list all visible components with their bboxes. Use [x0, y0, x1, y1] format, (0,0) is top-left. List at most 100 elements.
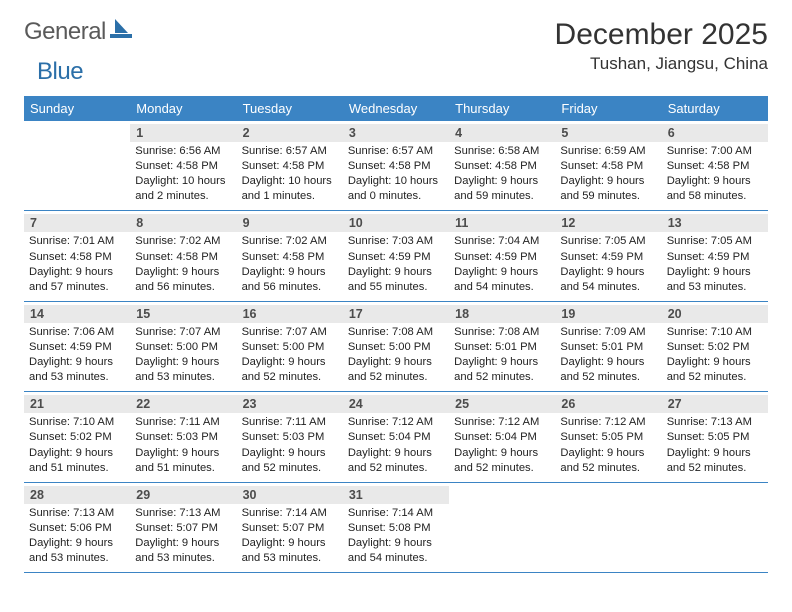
- sunset-line: Sunset: 4:58 PM: [242, 250, 338, 265]
- day-info: Sunrise: 7:01 AMSunset: 4:58 PMDaylight:…: [29, 234, 125, 294]
- sunset-line: Sunset: 5:03 PM: [135, 430, 231, 445]
- calendar-cell: 8Sunrise: 7:02 AMSunset: 4:58 PMDaylight…: [130, 211, 236, 300]
- sunset-line: Sunset: 4:59 PM: [348, 250, 444, 265]
- calendar-cell: 18Sunrise: 7:08 AMSunset: 5:01 PMDayligh…: [449, 302, 555, 391]
- daylight2-line: and 0 minutes.: [348, 189, 444, 204]
- day-number: 19: [555, 305, 661, 323]
- daylight1-line: Daylight: 9 hours: [667, 174, 763, 189]
- day-info: Sunrise: 6:56 AMSunset: 4:58 PMDaylight:…: [135, 144, 231, 204]
- day-number: 27: [662, 395, 768, 413]
- daylight1-line: Daylight: 9 hours: [667, 355, 763, 370]
- day-info: Sunrise: 7:11 AMSunset: 5:03 PMDaylight:…: [135, 415, 231, 475]
- daylight1-line: Daylight: 9 hours: [135, 446, 231, 461]
- calendar-cell: 2 Sunrise: 6:57 AMSunset: 4:58 PMDaylight…: [237, 121, 343, 210]
- daylight2-line: and 52 minutes.: [242, 461, 338, 476]
- sunrise-line: Sunrise: 7:05 AM: [560, 234, 656, 249]
- calendar-cell: 6Sunrise: 7:00 AMSunset: 4:58 PMDaylight…: [662, 121, 768, 210]
- calendar-cell-empty: [662, 483, 768, 572]
- day-number: 23: [237, 395, 343, 413]
- sunrise-line: Sunrise: 7:03 AM: [348, 234, 444, 249]
- calendar-cell: 12Sunrise: 7:05 AMSunset: 4:59 PMDayligh…: [555, 211, 661, 300]
- weekday-header-row: SundayMondayTuesdayWednesdayThursdayFrid…: [24, 96, 768, 121]
- sunset-line: Sunset: 5:00 PM: [242, 340, 338, 355]
- sunset-line: Sunset: 5:07 PM: [135, 521, 231, 536]
- day-number: 4: [449, 124, 555, 142]
- day-number: 28: [24, 486, 130, 504]
- sailboat-icon: [110, 19, 138, 46]
- daylight2-line: and 59 minutes.: [454, 189, 550, 204]
- daylight1-line: Daylight: 9 hours: [454, 265, 550, 280]
- daylight1-line: Daylight: 9 hours: [348, 536, 444, 551]
- daylight1-line: Daylight: 9 hours: [29, 355, 125, 370]
- sunset-line: Sunset: 5:05 PM: [560, 430, 656, 445]
- logo-text-blue: Blue: [37, 58, 83, 85]
- calendar-cell: 13 Sunrise: 7:05 AMSunset: 4:59 PMDayligh…: [662, 211, 768, 300]
- day-number: 3: [343, 124, 449, 142]
- calendar-cell: 1Sunrise: 6:56 AMSunset: 4:58 PMDaylight…: [130, 121, 236, 210]
- logo-text-general: General: [24, 18, 106, 46]
- calendar-cell: 29Sunrise: 7:13 AMSunset: 5:07 PMDayligh…: [130, 483, 236, 572]
- day-info: Sunrise: 7:05 AMSunset: 4:59 PMDaylight:…: [560, 234, 656, 294]
- day-number: 10: [343, 214, 449, 232]
- day-info: Sunrise: 7:09 AMSunset: 5:01 PMDaylight:…: [560, 325, 656, 385]
- weekday-header: Thursday: [449, 96, 555, 121]
- sunrise-line: Sunrise: 7:07 AM: [135, 325, 231, 340]
- daylight2-line: and 53 minutes.: [242, 551, 338, 566]
- sunrise-line: Sunrise: 7:04 AM: [454, 234, 550, 249]
- sunrise-line: Sunrise: 6:57 AM: [242, 144, 338, 159]
- sunrise-line: Sunrise: 7:13 AM: [667, 415, 763, 430]
- daylight2-line: and 59 minutes.: [560, 189, 656, 204]
- day-number: 7: [24, 214, 130, 232]
- calendar-week: 14Sunrise: 7:06 AMSunset: 4:59 PMDayligh…: [24, 302, 768, 392]
- calendar-cell: 25Sunrise: 7:12 AMSunset: 5:04 PMDayligh…: [449, 392, 555, 481]
- daylight1-line: Daylight: 9 hours: [242, 355, 338, 370]
- daylight1-line: Daylight: 9 hours: [560, 174, 656, 189]
- calendar-cell: 11Sunrise: 7:04 AMSunset: 4:59 PMDayligh…: [449, 211, 555, 300]
- calendar-cell: 27 Sunrise: 7:13 AMSunset: 5:05 PMDayligh…: [662, 392, 768, 481]
- daylight1-line: Daylight: 9 hours: [348, 355, 444, 370]
- sunrise-line: Sunrise: 7:07 AM: [242, 325, 338, 340]
- day-number: 22: [130, 395, 236, 413]
- weekday-header: Friday: [555, 96, 661, 121]
- calendar-cell-empty: [449, 483, 555, 572]
- calendar-week: 21Sunrise: 7:10 AMSunset: 5:02 PMDayligh…: [24, 392, 768, 482]
- daylight1-line: Daylight: 9 hours: [667, 446, 763, 461]
- day-number: 25: [449, 395, 555, 413]
- sunset-line: Sunset: 4:58 PM: [242, 159, 338, 174]
- daylight2-line: and 54 minutes.: [348, 551, 444, 566]
- calendar-cell: 5Sunrise: 6:59 AMSunset: 4:58 PMDaylight…: [555, 121, 661, 210]
- day-info: Sunrise: 7:05 AMSunset: 4:59 PMDaylight:…: [667, 234, 763, 294]
- sunset-line: Sunset: 5:08 PM: [348, 521, 444, 536]
- day-info: Sunrise: 7:13 AMSunset: 5:05 PMDaylight:…: [667, 415, 763, 475]
- sunrise-line: Sunrise: 7:12 AM: [454, 415, 550, 430]
- day-number: 13: [662, 214, 768, 232]
- day-info: Sunrise: 7:12 AMSunset: 5:04 PMDaylight:…: [348, 415, 444, 475]
- daylight1-line: Daylight: 10 hours: [242, 174, 338, 189]
- sunset-line: Sunset: 4:58 PM: [135, 159, 231, 174]
- daylight1-line: Daylight: 10 hours: [348, 174, 444, 189]
- day-info: Sunrise: 7:02 AMSunset: 4:58 PMDaylight:…: [135, 234, 231, 294]
- daylight2-line: and 56 minutes.: [135, 280, 231, 295]
- sunrise-line: Sunrise: 6:58 AM: [454, 144, 550, 159]
- sunrise-line: Sunrise: 7:05 AM: [667, 234, 763, 249]
- day-number: 17: [343, 305, 449, 323]
- daylight1-line: Daylight: 9 hours: [560, 355, 656, 370]
- day-number: 9: [237, 214, 343, 232]
- sunrise-line: Sunrise: 7:12 AM: [348, 415, 444, 430]
- sunset-line: Sunset: 5:04 PM: [348, 430, 444, 445]
- daylight2-line: and 53 minutes.: [29, 370, 125, 385]
- day-number: 15: [130, 305, 236, 323]
- daylight1-line: Daylight: 9 hours: [29, 446, 125, 461]
- day-info: Sunrise: 6:57 AMSunset: 4:58 PMDaylight:…: [348, 144, 444, 204]
- sunset-line: Sunset: 5:01 PM: [454, 340, 550, 355]
- sunrise-line: Sunrise: 7:10 AM: [667, 325, 763, 340]
- calendar-cell-empty: [24, 121, 130, 210]
- daylight1-line: Daylight: 9 hours: [454, 174, 550, 189]
- sunrise-line: Sunrise: 7:08 AM: [348, 325, 444, 340]
- calendar-cell: 20Sunrise: 7:10 AMSunset: 5:02 PMDayligh…: [662, 302, 768, 391]
- sunset-line: Sunset: 5:00 PM: [135, 340, 231, 355]
- sunset-line: Sunset: 5:03 PM: [242, 430, 338, 445]
- day-number: 2: [237, 124, 343, 142]
- daylight2-line: and 51 minutes.: [135, 461, 231, 476]
- sunset-line: Sunset: 4:58 PM: [29, 250, 125, 265]
